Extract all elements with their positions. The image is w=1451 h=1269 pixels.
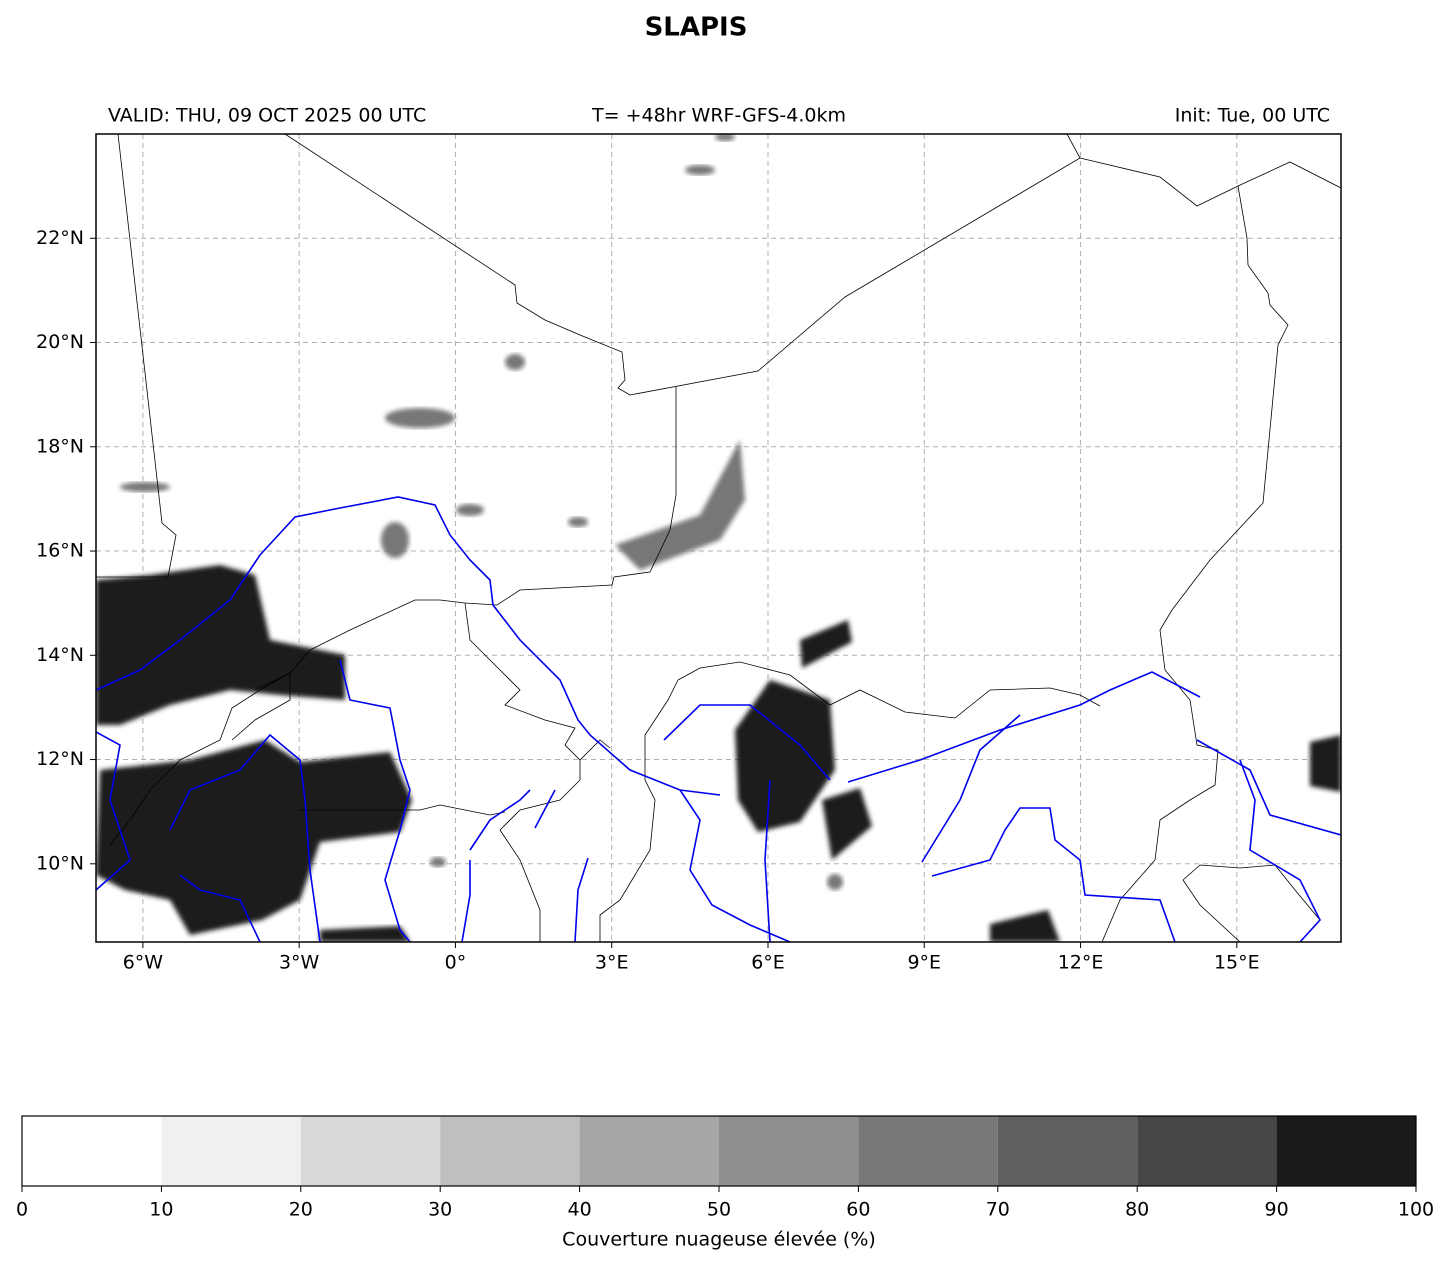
colorbar-segment — [440, 1116, 580, 1186]
colorbar-tick-label: 80 — [1125, 1199, 1149, 1221]
colorbar-tick-label: 30 — [428, 1199, 452, 1221]
y-tick-label: 12°N — [36, 748, 84, 770]
colorbar-label: Couverture nuageuse élevée (%) — [562, 1229, 876, 1251]
colorbar — [22, 1116, 1416, 1186]
map-frame — [95, 133, 1342, 943]
colorbar-segment — [161, 1116, 301, 1186]
title: SLAPIS — [645, 13, 748, 43]
colorbar-segment — [579, 1116, 719, 1186]
y-tick-label: 20°N — [36, 331, 84, 353]
cloud-cover — [96, 134, 1341, 942]
colorbar-segment — [300, 1116, 441, 1186]
x-tick-label: 3°W — [279, 952, 320, 974]
colorbar-segment — [22, 1116, 162, 1186]
y-tick-label: 16°N — [36, 540, 84, 562]
colorbar-tick-label: 100 — [1398, 1199, 1434, 1221]
x-tick-label: 12°E — [1058, 952, 1104, 974]
colorbar-segment — [719, 1116, 859, 1186]
colorbar-tick-label: 0 — [16, 1199, 28, 1221]
colorbar-tick-label: 90 — [1265, 1199, 1289, 1221]
colorbar-tick-label: 60 — [846, 1199, 870, 1221]
x-tick-label: 15°E — [1214, 952, 1260, 974]
valid-time: VALID: THU, 09 OCT 2025 00 UTC — [108, 105, 426, 127]
x-tick-label: 3°E — [595, 952, 629, 974]
colorbar-tick-label: 50 — [707, 1199, 731, 1221]
init-time: Init: Tue, 00 UTC — [1175, 105, 1330, 127]
rivers — [96, 496, 1341, 942]
x-tick-label: 6°E — [751, 952, 785, 974]
colorbar-segment — [1137, 1116, 1277, 1186]
colorbar-segment — [997, 1116, 1138, 1186]
colorbar-segment — [858, 1116, 998, 1186]
y-tick-label: 18°N — [36, 435, 84, 457]
y-tick-label: 22°N — [36, 227, 84, 249]
map — [96, 134, 1341, 942]
colorbar-tick-label: 40 — [568, 1199, 592, 1221]
colorbar-tick-label: 20 — [289, 1199, 313, 1221]
colorbar-segment — [1276, 1116, 1416, 1186]
y-tick-label: 10°N — [36, 852, 84, 874]
x-tick-label: 9°E — [907, 952, 941, 974]
colorbar-tick-label: 10 — [149, 1199, 173, 1221]
model-info: T= +48hr WRF-GFS-4.0km — [591, 105, 846, 127]
y-tick-label: 14°N — [36, 644, 84, 666]
x-tick-label: 0° — [445, 952, 467, 974]
country-borders — [96, 134, 1341, 942]
x-tick-label: 6°W — [123, 952, 164, 974]
colorbar-tick-label: 70 — [986, 1199, 1010, 1221]
